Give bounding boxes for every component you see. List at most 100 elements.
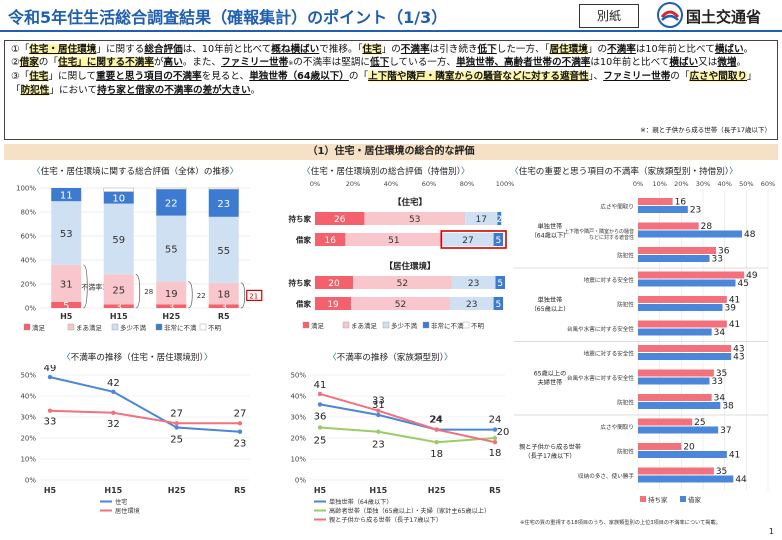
data-label: 49 [746, 271, 758, 281]
data-label: 43 [733, 353, 744, 363]
bar-own [638, 467, 714, 475]
bar-rent [638, 255, 710, 262]
data-label: 55 [165, 245, 178, 256]
group-label: （65歳以上） [531, 305, 570, 313]
data-point [111, 389, 116, 394]
bar-segment [51, 302, 82, 308]
data-label: 33 [712, 255, 723, 265]
data-label: 35 [716, 467, 727, 477]
data-label: 25 [314, 436, 327, 447]
item-label: などに対する遮音性 [589, 234, 634, 241]
data-label: 52 [397, 279, 408, 289]
data-label: 34 [714, 328, 726, 338]
data-point [47, 374, 53, 380]
legend-swatch [422, 321, 430, 329]
x-tick-label: 20% [674, 180, 688, 188]
bar-segment [364, 212, 466, 225]
data-label: 19 [327, 300, 339, 310]
bar-segment [495, 276, 505, 289]
group-title: 【居住環境】 [384, 261, 435, 272]
data-point [434, 427, 439, 432]
dissat-env-chart-title: 〈不満率の推移（住宅・居住環境別）〉 [62, 353, 213, 363]
data-label: 33 [712, 377, 723, 387]
x-tick-label: 60% [761, 180, 775, 188]
legend-swatch [342, 321, 350, 329]
key-points-box: ①「住宅・居住環境」に関する総合評価は、10年前と比べて概ね横ばいで推移。「住宅… [4, 40, 778, 140]
bar-rent [638, 475, 734, 483]
bar-rent [638, 426, 719, 434]
bar-segment [156, 304, 187, 308]
bar-segment [315, 276, 353, 289]
data-label: 36 [314, 411, 327, 422]
data-label: 43 [733, 345, 744, 355]
data-label: 5 [495, 300, 501, 310]
data-label: 24 [430, 415, 443, 426]
bar-segment [103, 274, 134, 305]
bar-own [638, 443, 682, 450]
data-label: 55 [217, 246, 230, 257]
x-tick-label: H5 [44, 486, 57, 495]
data-label: 35 [716, 369, 727, 379]
bar-segment [442, 233, 494, 246]
bar-rent [638, 279, 736, 287]
bar-segment [465, 212, 498, 225]
title-divider [0, 30, 782, 32]
data-label: 3 [168, 302, 174, 313]
data-label: 3 [116, 302, 122, 313]
data-point [376, 429, 381, 434]
x-tick-label: H15 [104, 486, 122, 495]
data-label: 18 [217, 290, 230, 301]
importance-chart-title: 〈住宅の重要と思う項目の不満率（家族類型別・持借別）〉 [510, 167, 738, 177]
x-tick-label: 100% [496, 180, 515, 188]
bar-segment [103, 203, 134, 275]
y-tick-label: 20% [290, 435, 306, 443]
data-label: 5 [63, 301, 69, 312]
data-point [317, 402, 323, 407]
x-tick-label: 0% [310, 180, 320, 188]
bar-segment [315, 212, 365, 225]
data-label: 44 [735, 475, 747, 485]
bar-segment [103, 191, 134, 204]
data-label: 20 [683, 443, 695, 453]
legend-swatch [640, 496, 646, 502]
data-label: 23 [372, 440, 385, 451]
bar-segment [156, 189, 187, 216]
bracket [240, 282, 246, 309]
data-label: 16 [324, 236, 336, 246]
legend-swatch [382, 321, 390, 329]
item-label: 台風や水害に対する安全性 [567, 374, 635, 382]
bar-rent [638, 377, 710, 385]
bar-segment [345, 233, 443, 246]
y-tick-label: 10% [20, 456, 36, 464]
data-point [317, 391, 323, 397]
group-label: 親と子供から成る世帯 [519, 443, 581, 451]
data-label: 10 [112, 194, 125, 205]
y-tick-label: 100% [16, 185, 36, 193]
bar-own [638, 345, 732, 352]
y-tick-label: 30% [290, 414, 306, 422]
item-label: 地震に対する安全性 [584, 276, 635, 284]
data-label: 27 [170, 408, 183, 419]
item-label: 防犯性 [617, 251, 634, 259]
item-label: 地震に対する安全性 [584, 349, 635, 357]
item-label: 広さや間取り [600, 202, 634, 210]
section-title: （1）住宅・居住環境の総合的な評価 [4, 144, 778, 160]
stacked-satisfaction-chart: 0% 20% 40% 60% 80% 100% 5 31 53 11 H5 不満率36 3 25 59 10 H… [16, 185, 263, 332]
y-tick-label: 10% [290, 456, 306, 464]
bracket-label: 28 [144, 288, 153, 296]
ministry-logo-icon [657, 2, 683, 28]
point-2: ②借家の「住宅」に関する不満率が高い。また、ファミリー世帯※の不満率は堅調に低下… [11, 57, 747, 69]
y-tick-label: 0% [25, 477, 36, 485]
x-tick-label: 0% [633, 180, 643, 188]
data-label: 37 [720, 426, 731, 436]
item-label: 防犯性 [617, 300, 634, 308]
bar-segment [208, 189, 239, 217]
bar-rent [638, 328, 712, 336]
legend-label: 多少不満 [120, 323, 147, 332]
bar-own [638, 222, 699, 230]
legend-swatch [680, 496, 686, 502]
data-label: 59 [112, 235, 125, 246]
data-label: 23 [234, 439, 247, 450]
item-label: 収納の多さ、使い勝手 [578, 472, 634, 480]
